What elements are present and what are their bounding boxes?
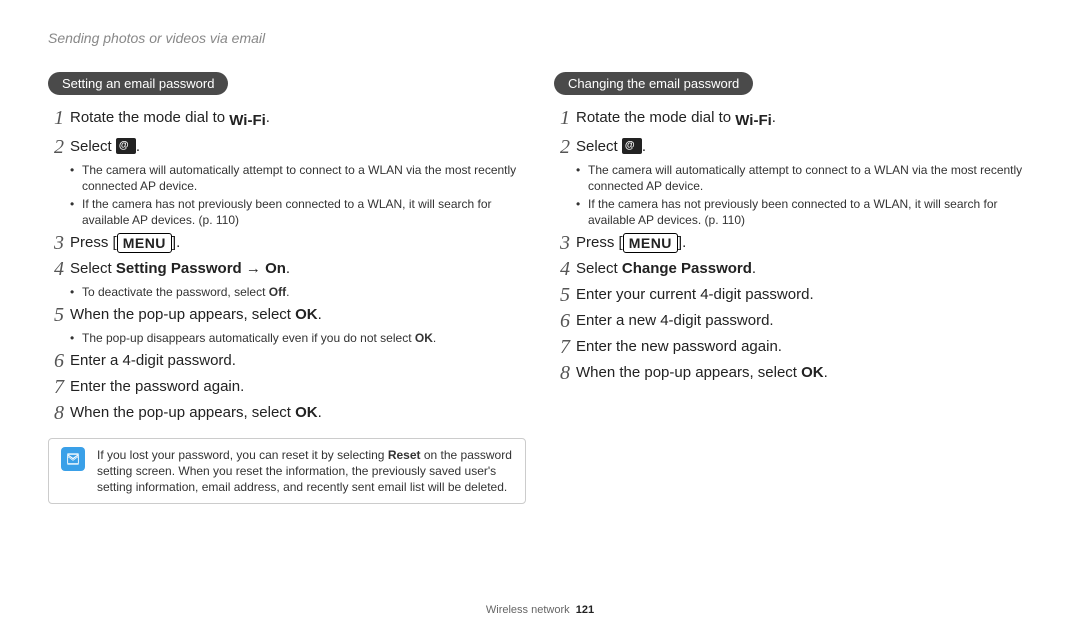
wifi-icon: Wi-Fi	[735, 110, 772, 132]
step-number: 5	[48, 304, 70, 326]
step: 5Enter your current 4-digit password.	[554, 284, 1032, 306]
step-number: 1	[48, 107, 70, 129]
step-text: Rotate the mode dial to Wi-Fi.	[70, 107, 270, 132]
step: 6Enter a 4-digit password.	[48, 350, 526, 372]
wifi-icon: Wi-Fi	[229, 110, 266, 132]
step: 7Enter the password again.	[48, 376, 526, 398]
step-number: 6	[48, 350, 70, 372]
step-number: 5	[554, 284, 576, 306]
step-text: Select .	[576, 136, 646, 158]
section-heading-pill: Setting an email password	[48, 72, 228, 95]
step-number: 7	[554, 336, 576, 358]
step: 4Select Change Password.	[554, 258, 1032, 280]
menu-button-icon: MENU	[623, 233, 678, 253]
step-sub-item: If the camera has not previously been co…	[576, 196, 1032, 228]
step-text: When the pop-up appears, select OK.	[576, 362, 828, 384]
info-text: If you lost your password, you can reset…	[97, 447, 513, 495]
step: 2Select .	[48, 136, 526, 158]
step-number: 6	[554, 310, 576, 332]
step-sub-list: The camera will automatically attempt to…	[70, 162, 526, 228]
step-text: When the pop-up appears, select OK.	[70, 402, 322, 424]
step-number: 4	[554, 258, 576, 280]
section-heading-pill: Changing the email password	[554, 72, 753, 95]
step-number: 3	[554, 232, 576, 254]
page-footer: Wireless network 121	[0, 604, 1080, 616]
step-text: Enter the new password again.	[576, 336, 782, 358]
step-sub-item: To deactivate the password, select Off.	[70, 284, 526, 300]
step-text: Press [MENU].	[576, 232, 686, 254]
step-list: 1Rotate the mode dial to Wi-Fi.2Select .…	[554, 107, 1032, 384]
step: 8When the pop-up appears, select OK.	[48, 402, 526, 424]
step-text: Enter a new 4-digit password.	[576, 310, 774, 332]
step-number: 8	[554, 362, 576, 384]
step-sub-item: If the camera has not previously been co…	[70, 196, 526, 228]
step-text: Select .	[70, 136, 140, 158]
step: 4Select Setting Password → On.	[48, 258, 526, 280]
two-column-layout: Setting an email password 1Rotate the mo…	[48, 72, 1032, 504]
step-text: Rotate the mode dial to Wi-Fi.	[576, 107, 776, 132]
info-note: If you lost your password, you can reset…	[48, 438, 526, 504]
step-number: 1	[554, 107, 576, 129]
step-sub-item: The camera will automatically attempt to…	[70, 162, 526, 194]
step-text: Select Setting Password → On.	[70, 258, 290, 280]
step: 3Press [MENU].	[554, 232, 1032, 254]
step-sub-list: To deactivate the password, select Off.	[70, 284, 526, 300]
left-column: Setting an email password 1Rotate the mo…	[48, 72, 526, 504]
step-number: 2	[48, 136, 70, 158]
step: 2Select .	[554, 136, 1032, 158]
step-number: 7	[48, 376, 70, 398]
step-number: 3	[48, 232, 70, 254]
page-number: 121	[576, 604, 594, 616]
step: 3Press [MENU].	[48, 232, 526, 254]
step: 5When the pop-up appears, select OK.	[48, 304, 526, 326]
email-icon	[116, 138, 136, 154]
step-sub-list: The camera will automatically attempt to…	[576, 162, 1032, 228]
step-text: When the pop-up appears, select OK.	[70, 304, 322, 326]
step-text: Enter a 4-digit password.	[70, 350, 236, 372]
step-text: Select Change Password.	[576, 258, 756, 280]
breadcrumb: Sending photos or videos via email	[48, 30, 1032, 46]
manual-page: Sending photos or videos via email Setti…	[0, 0, 1080, 630]
info-icon	[61, 447, 85, 471]
right-column: Changing the email password 1Rotate the …	[554, 72, 1032, 504]
menu-button-icon: MENU	[117, 233, 172, 253]
step-number: 8	[48, 402, 70, 424]
email-icon	[622, 138, 642, 154]
step-sub-item: The pop-up disappears automatically even…	[70, 330, 526, 346]
step-sub-list: The pop-up disappears automatically even…	[70, 330, 526, 346]
step: 7Enter the new password again.	[554, 336, 1032, 358]
step: 1Rotate the mode dial to Wi-Fi.	[554, 107, 1032, 132]
step-number: 4	[48, 258, 70, 280]
step: 6Enter a new 4-digit password.	[554, 310, 1032, 332]
step-text: Enter the password again.	[70, 376, 244, 398]
step: 8When the pop-up appears, select OK.	[554, 362, 1032, 384]
step-text: Enter your current 4-digit password.	[576, 284, 814, 306]
step-text: Press [MENU].	[70, 232, 180, 254]
step-sub-item: The camera will automatically attempt to…	[576, 162, 1032, 194]
footer-section-label: Wireless network	[486, 604, 570, 616]
step-number: 2	[554, 136, 576, 158]
step-list: 1Rotate the mode dial to Wi-Fi.2Select .…	[48, 107, 526, 424]
step: 1Rotate the mode dial to Wi-Fi.	[48, 107, 526, 132]
